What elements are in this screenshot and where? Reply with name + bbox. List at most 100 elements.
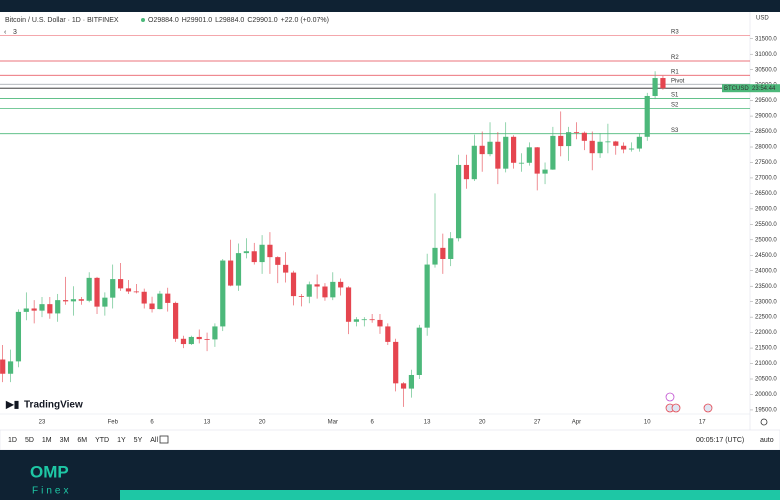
event-icon[interactable] [671,403,681,413]
candle-body [542,169,548,174]
candle-body [275,257,281,265]
y-tick-label: 23500.0 [755,284,777,290]
candle-body [283,264,289,273]
y-tick-label: 26500.0 [755,191,777,197]
candle-body [243,251,249,254]
top-bar [0,0,780,12]
logo-mark: ▶▮ [5,400,19,411]
candle-body [133,291,139,293]
candle-body [566,132,572,147]
range-button[interactable]: 1D [8,437,17,444]
event-icon[interactable] [665,392,675,402]
candle-body [495,141,501,169]
y-tick-label: 19500.0 [755,408,777,414]
price-tag-countdown: 23:54:44 [752,86,776,92]
y-tick-label: 22000.0 [755,330,777,336]
candle-body [503,136,509,169]
indicator-count[interactable]: 3 [13,29,17,36]
candle-body [314,284,320,287]
x-tick-label: Mar [328,420,338,426]
candle-body [463,164,470,180]
x-tick-label: 10 [644,420,651,426]
candle-body [47,304,53,314]
candle-body [652,78,658,96]
brand-name: OMP [30,462,69,481]
y-tick-label: 31500.0 [755,36,777,42]
clock: 00:05:17 (UTC) [696,437,744,444]
symbol: Bitcoin / U.S. Dollar · 1D · BITFINEX [5,17,119,24]
candle-body [62,300,69,302]
settings-icon[interactable] [760,418,768,426]
calendar-icon[interactable] [159,435,169,444]
plot: 19500.0 20000.0 20500.0 21000.0 21500.0 22000… [0,30,780,426]
candle-body [479,145,485,155]
candle-body [118,279,124,289]
candle-body [298,296,304,297]
candle-body [204,339,210,340]
candle-body [605,141,611,143]
candle-body [306,284,312,297]
candle-body [526,147,532,163]
candle-body [613,141,619,146]
range-button[interactable]: 1Y [117,437,126,444]
pivot-label: S3 [671,128,679,134]
range-button[interactable]: 6M [77,437,87,444]
candle-body [589,140,595,154]
candle-body [597,141,603,154]
y-tick-label: 23000.0 [755,299,777,305]
x-tick-label: 13 [424,420,431,426]
candle-body [361,319,367,321]
range-button[interactable]: 5Y [134,437,143,444]
candle-body [416,327,422,375]
candle-body [196,336,202,340]
price-tag-symbol: BTCUSD [724,86,749,92]
range-button[interactable]: 1M [42,437,52,444]
range-button[interactable]: YTD [95,437,109,444]
candle-body [165,293,171,303]
y-tick-label: 21000.0 [755,361,777,367]
y-tick-label: 25500.0 [755,222,777,228]
candle-body [628,148,635,150]
candle-body [432,247,438,265]
candle-body [78,299,84,301]
y-tick-label: 28000.0 [755,145,777,151]
candle-body [330,281,336,298]
candle-body [55,300,61,314]
range-button[interactable]: 5D [25,437,34,444]
x-tick-label: Apr [572,420,581,426]
x-tick-label: 23 [39,420,46,426]
y-tick-label: 27000.0 [755,176,777,182]
pivot-label: R3 [671,30,679,36]
candle-body [393,341,399,384]
indicator-toggle[interactable]: ‹ [4,29,7,36]
candle-body [149,303,155,310]
pivot-label: S1 [671,93,679,99]
brand-sub: Finex [32,486,71,497]
range-button[interactable]: All [150,437,158,444]
logo: TradingView [24,400,83,411]
candle-body [188,336,194,345]
ohlc-value: C29901.0 [247,17,277,24]
candle-body [259,244,265,263]
pivot-label: Pivot [671,78,685,84]
pivot-label: R1 [671,69,679,75]
y-tick-label: 31000.0 [755,52,777,58]
range-button[interactable]: 3M [60,437,70,444]
ohlc-value: +22.0 (+0.07%) [281,17,329,24]
x-tick-label: 20 [259,420,266,426]
candle-body [636,136,642,149]
x-tick-label: 6 [370,420,374,426]
y-tick-label: 20000.0 [755,392,777,398]
candle-body [518,162,525,164]
candle-body [660,78,666,89]
scale-mode[interactable]: auto [760,437,774,444]
ohlc-group: O29884.0 H29901.0 L29884.0 C29901.0 +22.0 (+… [148,17,329,24]
pivot-label: S2 [671,102,679,108]
candle-body [235,253,242,286]
event-icon[interactable] [703,403,713,413]
candle-body [440,247,446,259]
y-tick-label: 26000.0 [755,206,777,212]
y-tick-label: 27500.0 [755,160,777,166]
candle-body [220,260,226,327]
